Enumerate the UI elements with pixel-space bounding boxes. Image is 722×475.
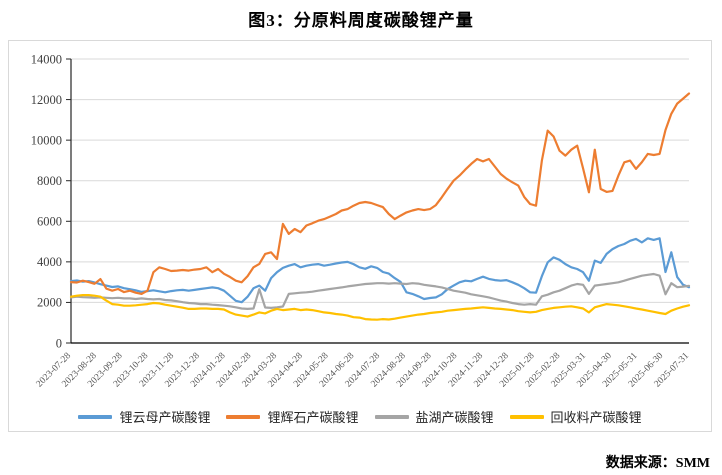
production-line-chart: 020004000600080001000012000140002023-07-… bbox=[31, 52, 692, 389]
chart-legend: 锂云母产碳酸锂 锂辉石产碳酸锂 盐湖产碳酸锂 回收料产碳酸锂 bbox=[9, 407, 711, 426]
legend-label-salt-lake: 盐湖产碳酸锂 bbox=[415, 410, 494, 425]
svg-text:10000: 10000 bbox=[31, 133, 62, 147]
svg-text:0: 0 bbox=[56, 336, 62, 350]
legend-item-mica: 锂云母产碳酸锂 bbox=[78, 407, 210, 426]
legend-label-spodumene: 锂辉石产碳酸锂 bbox=[267, 410, 359, 425]
data-source-label: 数据来源：SMM bbox=[605, 456, 710, 471]
legend-item-spodumene: 锂辉石产碳酸锂 bbox=[226, 407, 359, 426]
legend-label-recycling: 回收料产碳酸锂 bbox=[550, 410, 642, 425]
legend-line-swatch-recycling bbox=[509, 414, 544, 419]
svg-text:2000: 2000 bbox=[37, 296, 62, 310]
svg-text:12000: 12000 bbox=[31, 93, 62, 107]
legend-line-swatch-mica bbox=[78, 414, 113, 419]
legend-item-recycling: 回收料产碳酸锂 bbox=[509, 407, 642, 426]
legend-item-salt-lake: 盐湖产碳酸锂 bbox=[374, 407, 494, 426]
svg-text:8000: 8000 bbox=[37, 174, 62, 188]
legend-line-swatch-salt-lake bbox=[374, 414, 409, 419]
svg-text:4000: 4000 bbox=[37, 255, 62, 269]
svg-text:6000: 6000 bbox=[37, 215, 62, 229]
chart-title: 图3：分原料周度碳酸锂产量 bbox=[248, 11, 474, 30]
svg-text:14000: 14000 bbox=[31, 52, 62, 66]
legend-line-swatch-spodumene bbox=[226, 414, 261, 419]
chart-container: 0 2000 4000 6000 8000 10000 12000 14000 2023-07-… bbox=[8, 40, 712, 432]
legend-label-mica: 锂云母产碳酸锂 bbox=[119, 410, 211, 425]
